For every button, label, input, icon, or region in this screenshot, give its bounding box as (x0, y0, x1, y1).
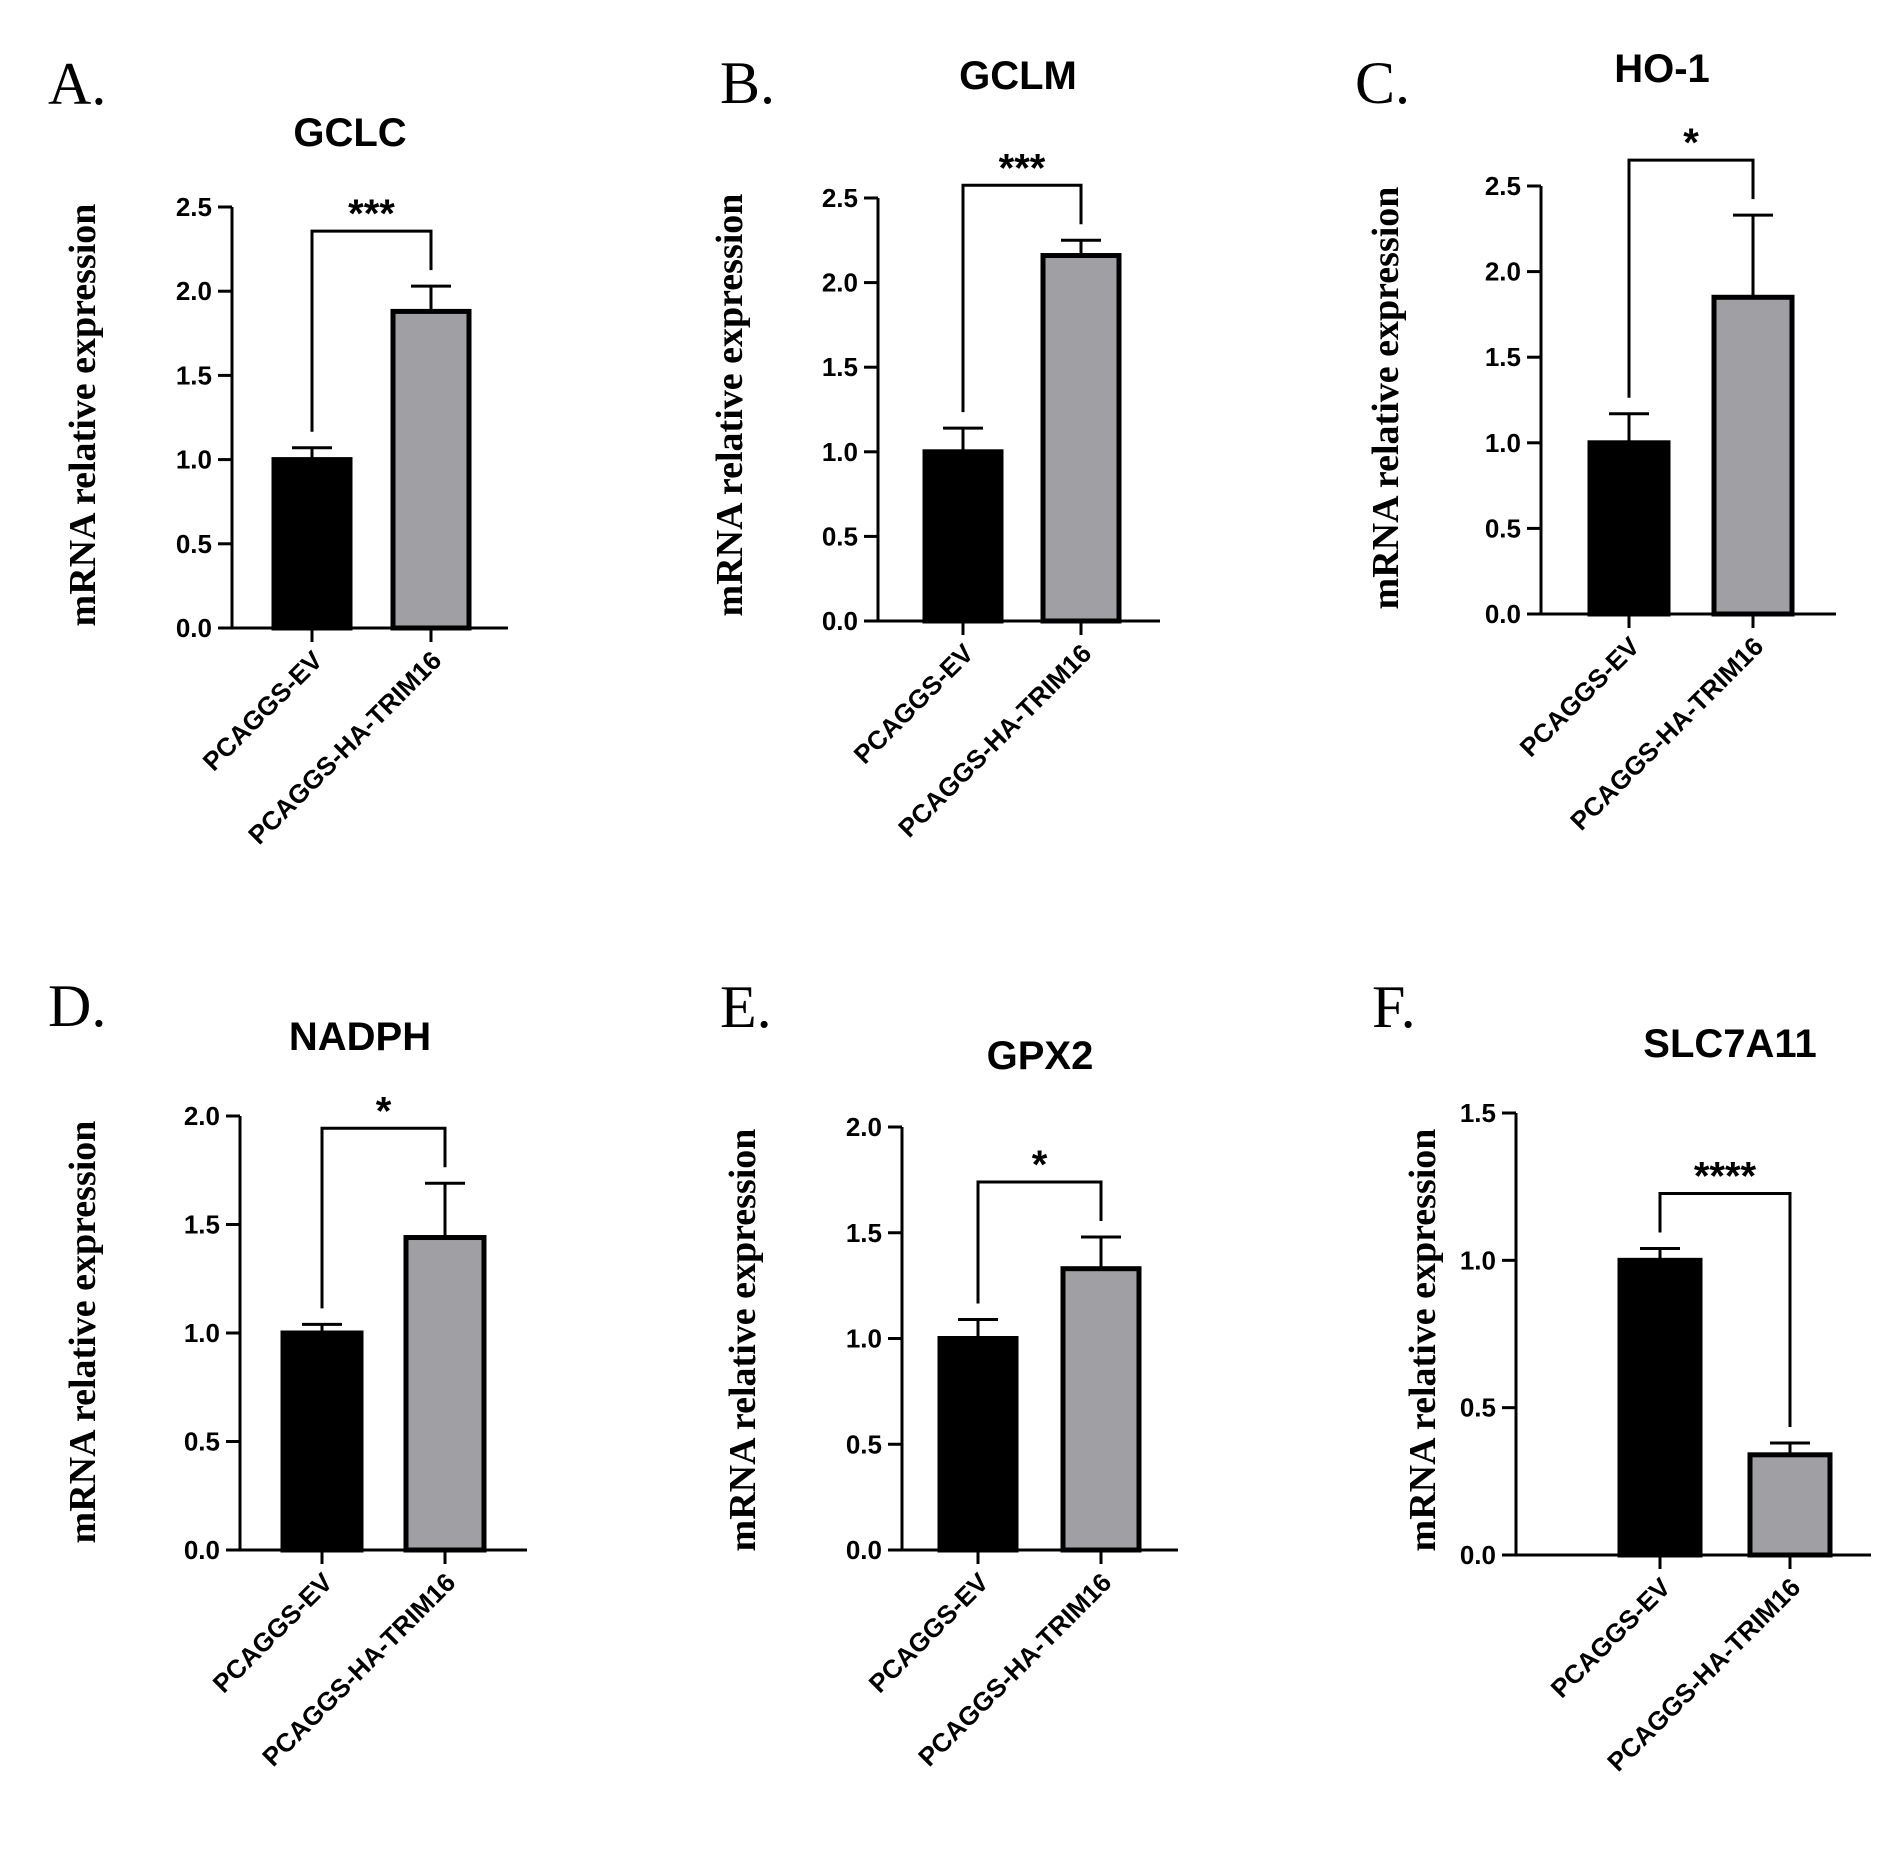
panel-f-y-tick-label: 0.5 (1460, 1393, 1496, 1423)
panel-d-y-tick-label: 0.5 (184, 1427, 220, 1457)
panel-e-y-tick-label: 1.5 (846, 1218, 882, 1248)
panel-a-title: GCLC (293, 111, 406, 155)
panel-f-bar-1 (1617, 1257, 1703, 1558)
panel-d-bar-1 (280, 1330, 364, 1553)
panel-b-letter: B. (720, 50, 775, 116)
panel-b-bar-2 (1040, 253, 1122, 624)
panel-d-y-tick-label: 2.0 (184, 1101, 220, 1131)
panel-b-y-tick-label: 0.0 (822, 606, 858, 636)
panel-c-significance-label: * (1683, 121, 1699, 165)
panel-c-y-tick-label: 1.0 (1485, 428, 1521, 458)
panel-d-bar-2 (403, 1235, 487, 1553)
panel-a-y-tick-label: 0.5 (176, 529, 212, 559)
panel-f-title: SLC7A11 (1643, 1022, 1816, 1066)
panel-b-bar-1 (922, 449, 1004, 624)
panel-f-y-tick-label: 0.0 (1460, 1540, 1496, 1570)
panel-c-ylabel: mRNA relative expression (1365, 187, 1407, 610)
panel-d-significance-label: * (376, 1089, 392, 1133)
panel-a-letter: A. (48, 51, 106, 117)
panel-a-category-label-1: PCAGGS-EV (197, 645, 329, 777)
panel-c-y-tick-label: 2.5 (1485, 171, 1521, 201)
panel-a-y-tick-label: 1.0 (176, 445, 212, 475)
panel-d-title: NADPH (289, 1015, 431, 1059)
panel-c-title: HO-1 (1614, 47, 1710, 91)
panel-d-y-tick-label: 1.0 (184, 1318, 220, 1348)
panel-c-y-tick-label: 1.5 (1485, 342, 1521, 372)
panel-f-bar-2 (1747, 1452, 1833, 1558)
panel-d-ylabel: mRNA relative expression (62, 1121, 104, 1544)
panel-e-ylabel: mRNA relative expression (722, 1129, 764, 1552)
panel-e-y-tick-label: 0.0 (846, 1535, 882, 1565)
panel-c-bar-2 (1711, 294, 1795, 617)
panel-a-y-tick-label: 2.5 (176, 192, 212, 222)
panel-a-y-tick-label: 1.5 (176, 360, 212, 390)
panel-b-y-tick-label: 2.5 (822, 183, 858, 213)
panel-e-title: GPX2 (987, 1034, 1094, 1078)
panel-c-letter: C. (1355, 50, 1410, 116)
panel-e-significance-label: * (1032, 1143, 1048, 1187)
panel-d-category-label-1: PCAGGS-EV (207, 1567, 339, 1699)
panel-a-category-label-2: PCAGGS-HA-TRIM16 (242, 645, 447, 850)
panel-e-y-tick-label: 0.5 (846, 1429, 882, 1459)
panel-e-y-tick-label: 2.0 (846, 1112, 882, 1142)
panel-e-letter: E. (720, 974, 772, 1040)
panel-a-y-tick-label: 2.0 (176, 276, 212, 306)
panel-b-significance-bracket (961, 183, 1083, 413)
panel-c-y-tick-label: 2.0 (1485, 257, 1521, 287)
panel-f-chart: F. SLC7A11 mRNA relative expression 0.0 0.5 1… (1372, 974, 1871, 1777)
panel-f-ylabel: mRNA relative expression (1402, 1129, 1444, 1552)
panel-a-ylabel: mRNA relative expression (62, 204, 104, 627)
panel-a-significance-label: *** (348, 192, 395, 236)
panel-b-category-label-1: PCAGGS-EV (848, 638, 980, 770)
panel-b-y-tick-label: 1.0 (822, 437, 858, 467)
panel-e-bar-2 (1060, 1266, 1142, 1553)
panel-b-significance-label: *** (999, 146, 1046, 190)
panel-c-y-tick-label: 0.5 (1485, 513, 1521, 543)
panel-d-chart: D. NADPH mRNA relative expression 0.0 0.5 1.0… (48, 973, 527, 1772)
panel-e-category-label-1: PCAGGS-EV (863, 1567, 995, 1699)
panel-d-letter: D. (48, 973, 106, 1039)
panel-d-y-tick-label: 0.0 (184, 1535, 220, 1565)
panel-f-y-tick-label: 1.0 (1460, 1245, 1496, 1275)
panel-d-y-tick-label: 1.5 (184, 1210, 220, 1240)
panel-a-chart: A. GCLC mRNA relative expression 0.0 0.5 1.0 1… (48, 51, 508, 850)
panel-e-significance-bracket (976, 1180, 1103, 1304)
panel-a-bar-2 (390, 308, 472, 631)
panel-d-significance-bracket (320, 1126, 447, 1309)
panel-b-y-tick-label: 2.0 (822, 268, 858, 298)
panel-c-y-tick-label: 0.0 (1485, 599, 1521, 629)
panel-f-significance-bracket (1658, 1192, 1792, 1428)
panel-b-category-label-2: PCAGGS-HA-TRIM16 (892, 638, 1097, 843)
panel-b-y-tick-label: 0.5 (822, 521, 858, 551)
panel-b-title: GCLM (959, 54, 1077, 98)
panel-c-significance-bracket (1627, 158, 1755, 398)
panel-e-y-tick-label: 1.0 (846, 1324, 882, 1354)
panel-a-significance-bracket (310, 229, 433, 432)
panel-f-significance-label: **** (1694, 1155, 1757, 1199)
panel-c-bar-1 (1587, 440, 1671, 617)
panel-e-chart: E. GPX2 mRNA relative expression 0.0 0.5 1.0 1… (720, 974, 1178, 1772)
panel-a-bar-1 (271, 457, 353, 631)
panel-e-bar-1 (937, 1336, 1019, 1553)
panel-f-letter: F. (1372, 974, 1416, 1040)
panel-b-ylabel: mRNA relative expression (709, 194, 751, 617)
panel-f-y-tick-label: 1.5 (1460, 1098, 1496, 1128)
panel-b-y-tick-label: 1.5 (822, 352, 858, 382)
panel-a-y-tick-label: 0.0 (176, 613, 212, 643)
panel-c-chart: C. HO-1 mRNA relative expression 0.0 0.5 1.0 1… (1355, 47, 1836, 836)
panel-f-category-label-1: PCAGGS-EV (1545, 1572, 1677, 1704)
panel-c-category-label-1: PCAGGS-EV (1514, 631, 1646, 763)
panel-b-chart: B. GCLM mRNA relative expression 0.0 0.5 1.0 1… (709, 50, 1160, 843)
